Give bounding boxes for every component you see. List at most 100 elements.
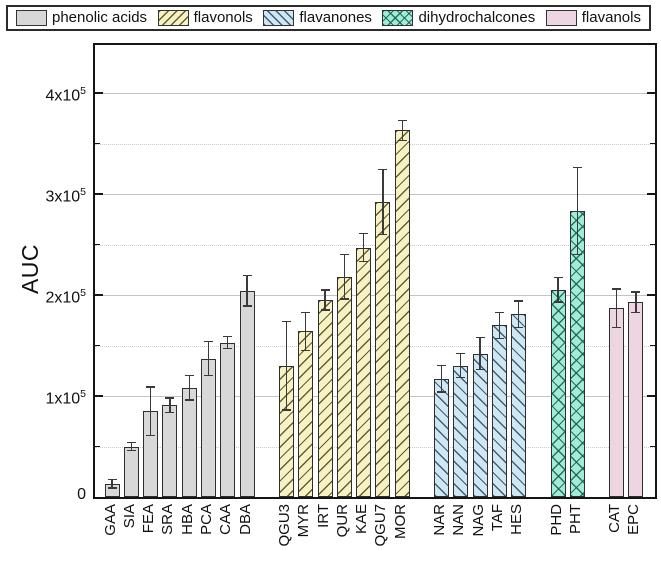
error-bar-MOR (401, 120, 403, 141)
error-cap-bottom-NAG (475, 369, 485, 371)
error-cap-top-CAA (223, 335, 233, 338)
plot-area (93, 43, 657, 499)
error-bar-TAF (498, 312, 501, 339)
x-tick-label-SIA: SIA (120, 504, 138, 529)
error-cap-bottom-FEA (146, 434, 156, 437)
major-tick-left (95, 294, 103, 297)
major-tick-right (647, 395, 655, 398)
legend-swatch-flavanols (545, 10, 577, 26)
error-cap-top-PCA (204, 340, 213, 343)
error-cap-bottom-MYR (301, 349, 311, 352)
error-cap-bottom-MOR (397, 139, 407, 142)
y-tick-label: 3x105 (45, 186, 86, 206)
error-cap-bottom-CAT (612, 326, 622, 328)
gridline-major (95, 396, 655, 397)
legend: phenolic acids flavonols flavanones dihy… (6, 5, 651, 31)
error-cap-bottom-SIA (126, 449, 136, 452)
error-cap-bottom-SRA (165, 411, 175, 413)
error-cap-top-NAN (456, 352, 466, 355)
major-tick-left (95, 395, 103, 398)
error-bar-SIA (130, 442, 132, 451)
error-cap-top-FEA (146, 386, 156, 388)
minor-tick-left (95, 243, 100, 246)
x-tick-label-NAG: NAG (469, 504, 487, 537)
error-cap-bottom-GAA (107, 487, 117, 489)
error-bar-MYR (305, 312, 307, 351)
error-cap-top-NAR (437, 365, 446, 367)
error-bar-CAT (615, 288, 618, 328)
x-tick-label-GAA: GAA (101, 504, 119, 536)
x-tick-label-SRA: SRA (159, 504, 177, 535)
x-tick-label-TAF: TAF (488, 504, 506, 532)
bar-SIA (123, 446, 139, 497)
legend-item-dihydrochalcones: dihydrochalcones (382, 10, 535, 26)
error-cap-bottom-HBA (184, 399, 194, 401)
x-tick-label-IRT: IRT (314, 504, 332, 528)
error-cap-bottom-QGU3 (281, 409, 291, 411)
error-bar-PHD (557, 277, 559, 302)
legend-label: phenolic acids (52, 9, 148, 26)
bar-MOR (394, 130, 410, 497)
error-cap-top-EPC (631, 291, 641, 293)
x-tick-label-MOR: MOR (391, 504, 409, 539)
error-cap-top-CAT (612, 288, 622, 290)
bar-QGU3 (278, 365, 294, 497)
y-tick-label: 4x105 (45, 85, 86, 105)
bar-TAF (491, 325, 507, 497)
error-cap-bottom-QGU7 (378, 233, 388, 236)
bar-HES (511, 314, 527, 497)
bar-PCA (201, 358, 216, 497)
error-cap-bottom-DBA (242, 305, 252, 307)
legend-swatch-flavonols (157, 10, 189, 26)
error-cap-top-NAG (475, 336, 485, 339)
error-bar-PCA (207, 341, 210, 376)
bar-SRA (162, 405, 178, 497)
legend-label: flavonols (193, 9, 253, 26)
minor-tick-left (95, 344, 100, 347)
x-tick-label-FEA: FEA (140, 504, 158, 534)
error-cap-top-PHD (553, 277, 563, 279)
error-cap-bottom-QUR (339, 298, 349, 300)
error-cap-bottom-PHD (553, 301, 563, 303)
error-cap-top-QGU7 (378, 169, 388, 171)
gridline-minor (95, 143, 655, 145)
error-cap-top-SRA (165, 397, 175, 399)
x-tick-label-HES: HES (508, 504, 526, 535)
error-cap-top-HBA (184, 375, 194, 377)
legend-item-flavonols: flavonols (157, 9, 253, 26)
error-cap-top-KAE (359, 232, 369, 235)
legend-swatch-dihydrochalcones (382, 10, 414, 26)
bar-NAN (453, 365, 469, 497)
bar-NAR (434, 378, 449, 497)
error-cap-top-MOR (397, 119, 407, 121)
error-cap-top-QGU3 (281, 320, 291, 322)
x-tick-label-CAT: CAT (606, 504, 624, 533)
legend-label: flavanols (581, 9, 641, 26)
legend-swatch-phenolic-acids (16, 10, 47, 26)
bar-PHT (569, 211, 585, 497)
error-cap-bottom-NAN (456, 377, 466, 379)
x-tick-label-DBA: DBA (236, 504, 254, 535)
error-cap-top-GAA (107, 479, 117, 481)
legend-item-flavanones: flavanones (263, 10, 372, 26)
x-tick-label-CAA: CAA (217, 504, 235, 535)
error-bar-GAA (111, 479, 113, 488)
bar-QUR (336, 276, 352, 497)
legend-swatch-flavanones (263, 10, 295, 26)
minor-tick-right (650, 344, 655, 347)
minor-tick-right (650, 243, 655, 246)
x-tick-label-QGU3: QGU3 (275, 504, 293, 547)
error-cap-top-PHT (572, 167, 582, 169)
gridline-major (95, 194, 655, 195)
bar-IRT (317, 300, 333, 497)
error-bar-QUR (343, 254, 345, 299)
legend-label: flavanones (299, 9, 372, 26)
x-tick-label-EPC: EPC (625, 504, 643, 535)
major-tick-left (95, 92, 103, 95)
x-tick-label-PHT: PHT (566, 504, 584, 534)
bar-HBA (181, 387, 197, 497)
error-cap-bottom-IRT (320, 309, 330, 311)
error-bar-SRA (169, 398, 171, 413)
error-bar-NAR (440, 365, 443, 392)
